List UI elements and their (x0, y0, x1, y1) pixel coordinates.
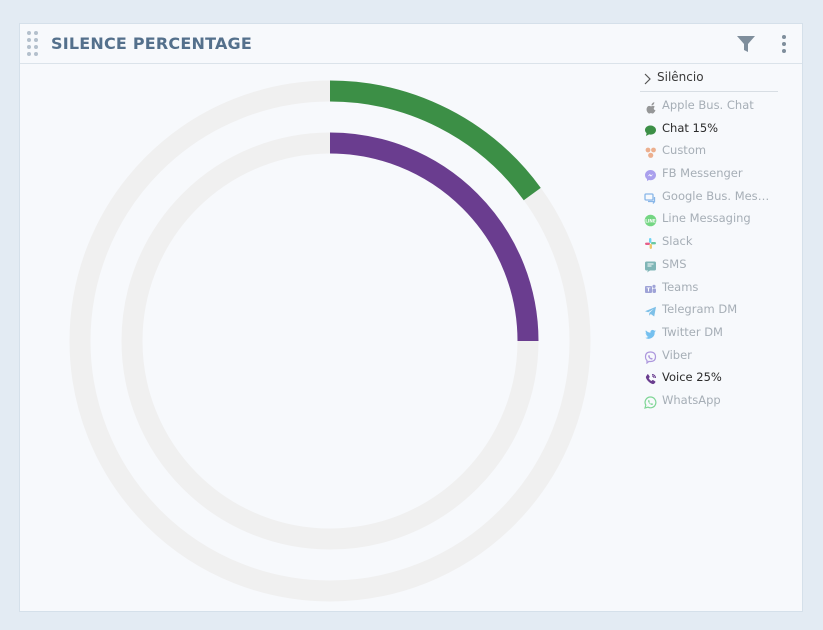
google-business-messages-icon (644, 190, 657, 204)
viber-icon (644, 349, 657, 364)
more-vertical-icon[interactable] (776, 33, 792, 55)
legend-item[interactable]: Apple Bus. Chat (640, 95, 778, 118)
bar-chat[interactable] (329, 80, 541, 201)
legend-item-label: Twitter DM (662, 324, 723, 339)
legend-item-label: Viber (662, 347, 692, 362)
phone-icon (644, 371, 657, 385)
legend-item-label: FB Messenger (662, 166, 743, 181)
line-icon: LINE (644, 212, 657, 227)
filter-icon[interactable] (736, 34, 756, 54)
legend-group-label: Silêncio (657, 70, 704, 84)
legend-item[interactable]: Chat 15% (640, 118, 778, 141)
legend-item-label: Slack (662, 234, 693, 249)
twitter-icon (644, 326, 657, 339)
svg-text:T: T (647, 287, 651, 293)
legend-item-label: Voice 25% (662, 370, 722, 385)
teams-icon: T (644, 281, 657, 294)
chat-bubble-icon (644, 122, 657, 136)
legend-item-label: Custom (662, 143, 707, 158)
legend-item[interactable]: Custom (640, 140, 778, 163)
legend-item[interactable]: WhatsApp (640, 390, 778, 413)
telegram-icon (644, 303, 657, 317)
fb-messenger-icon (644, 167, 657, 182)
widget-title: SILENCE PERCENTAGE (51, 34, 252, 53)
legend: Silêncio Apple Bus. Chat Chat 15% Custom FB… (640, 68, 778, 413)
svg-text:LINE: LINE (645, 219, 656, 224)
legend-group-header[interactable]: Silêncio (640, 68, 778, 92)
widget-header: SILENCE PERCENTAGE (20, 24, 802, 64)
drag-handle-icon[interactable] (27, 31, 39, 57)
sms-icon (644, 258, 657, 273)
legend-item[interactable]: Voice 25% (640, 367, 778, 390)
legend-item[interactable]: T Teams (640, 277, 778, 300)
radial-chart (69, 80, 591, 602)
legend-item-label: Line Messaging (662, 211, 751, 226)
legend-item[interactable]: Viber (640, 345, 778, 368)
legend-item[interactable]: FB Messenger (640, 163, 778, 186)
legend-item[interactable]: Slack (640, 231, 778, 254)
whatsapp-icon (644, 394, 657, 409)
legend-item-label: Teams (662, 279, 699, 294)
custom-icon (644, 144, 657, 159)
legend-item[interactable]: Twitter DM (640, 322, 778, 345)
legend-item-label: WhatsApp (662, 392, 721, 407)
slack-icon (644, 235, 657, 250)
silence-percentage-widget: SILENCE PERCENTAGE Silêncio Apple Bus. C… (19, 23, 803, 612)
bar-voice[interactable] (329, 132, 539, 342)
legend-item-label: Chat 15% (662, 120, 719, 135)
chevron-right-icon (644, 73, 651, 85)
legend-item-label: SMS (662, 256, 687, 271)
apple-icon (644, 99, 657, 114)
legend-item-label: Apple Bus. Chat (662, 98, 754, 112)
legend-item[interactable]: LINE Line Messaging (640, 208, 778, 231)
legend-item[interactable]: Telegram DM (640, 299, 778, 322)
legend-item-label: Google Bus. Messages (662, 188, 775, 203)
legend-item[interactable]: Google Bus. Messages (640, 186, 778, 209)
legend-item-label: Telegram DM (662, 302, 738, 317)
legend-item[interactable]: SMS (640, 254, 778, 277)
